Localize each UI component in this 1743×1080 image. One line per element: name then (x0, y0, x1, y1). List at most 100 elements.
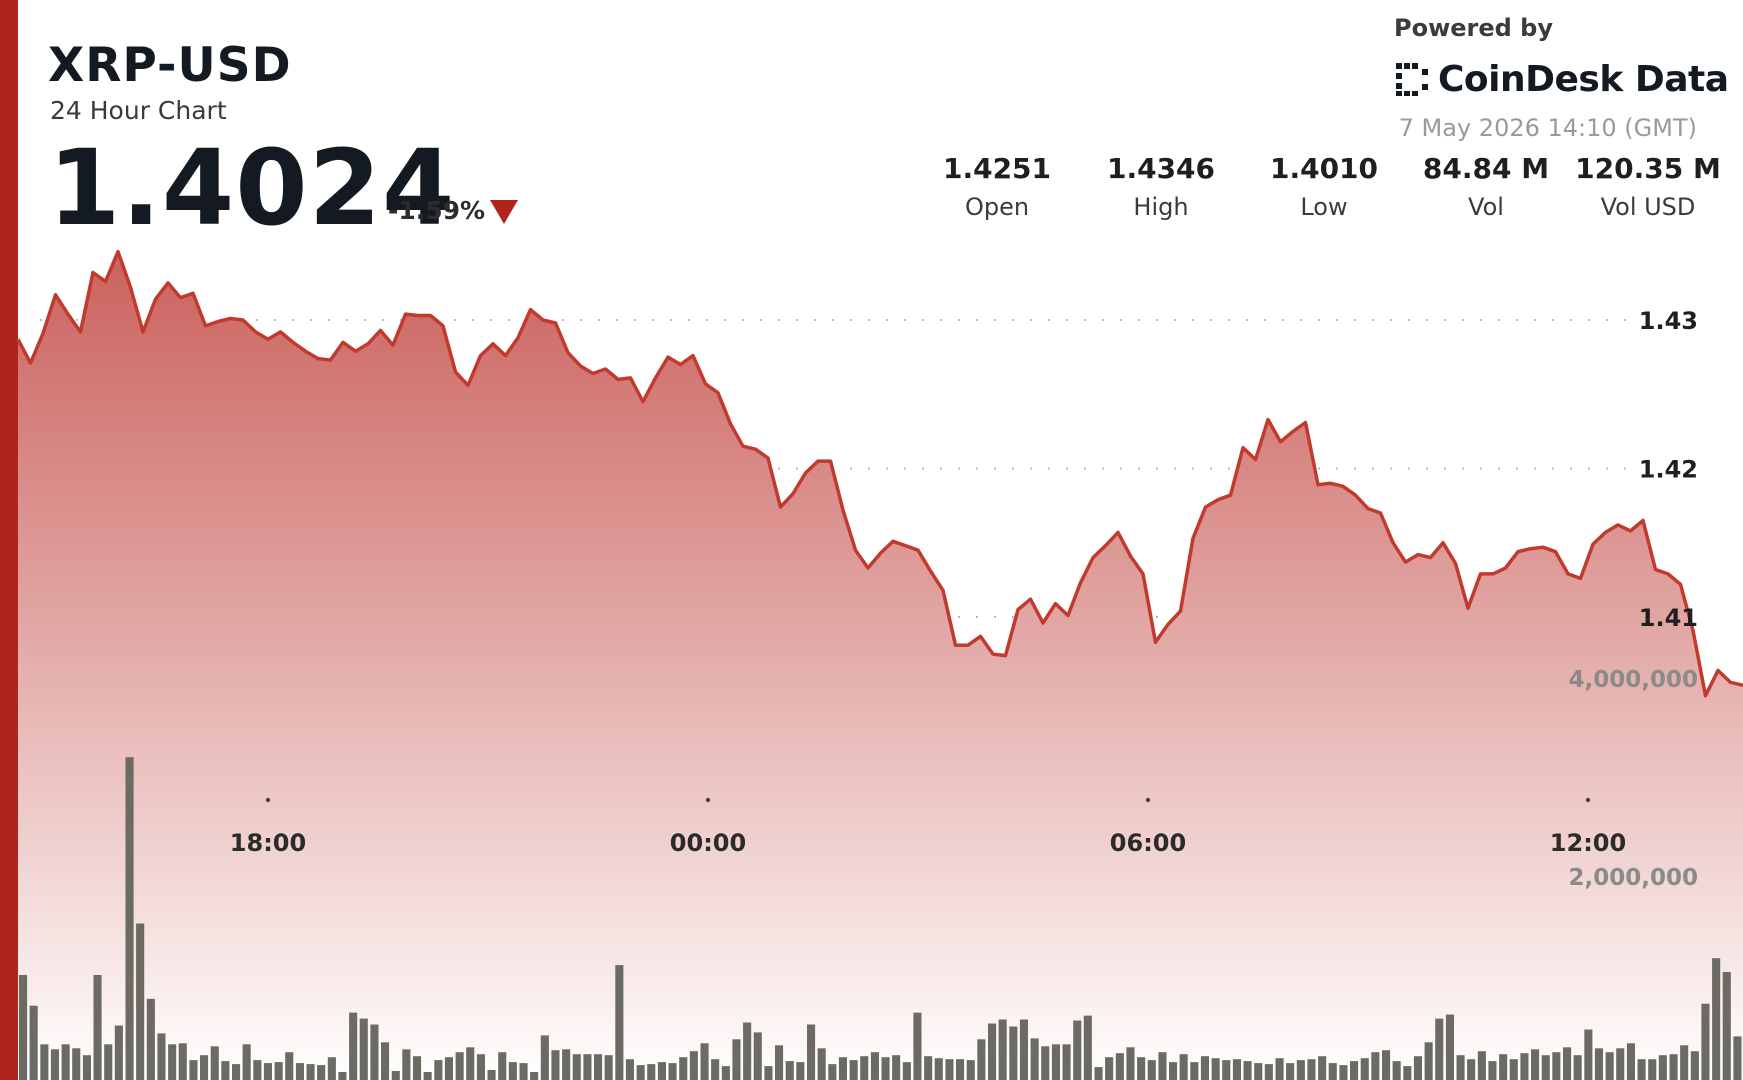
volume-bar (146, 998, 155, 1080)
symbol-title: XRP-USD (48, 38, 292, 93)
volume-bar (1573, 1055, 1582, 1080)
volume-bar (476, 1054, 485, 1080)
brand-name: CoinDesk Data (1438, 58, 1729, 100)
x-axis: 18:00 00:00 06:00 12:00 (230, 797, 1626, 857)
volume-bar (1115, 1053, 1124, 1080)
volume-bar (370, 1024, 379, 1080)
volume-bar (189, 1060, 198, 1080)
volume-bar (924, 1056, 933, 1080)
volume-bar (232, 1064, 241, 1080)
volume-bar (870, 1052, 879, 1080)
stat-value: 1.4010 (1269, 152, 1379, 185)
volume-bar (1382, 1050, 1391, 1080)
volume-bar (1403, 1066, 1412, 1080)
volume-bar (285, 1052, 294, 1080)
volume-bar (178, 1043, 187, 1080)
stat-label: High (1133, 193, 1189, 221)
volume-bar (1445, 1014, 1454, 1080)
volume-bar (1051, 1044, 1060, 1080)
volume-bar (711, 1059, 720, 1080)
volume-bar (1339, 1065, 1348, 1080)
volume-bar (1350, 1061, 1359, 1080)
volume-bar (157, 1033, 166, 1080)
volume-bar (1254, 1063, 1263, 1080)
volume-bar (1488, 1061, 1497, 1080)
volume-bar (934, 1058, 943, 1080)
volume-bar (998, 1019, 1007, 1080)
volume-bar (721, 1066, 730, 1080)
volume-bar (242, 1044, 251, 1080)
volume-bar (455, 1052, 464, 1080)
volume-bar (487, 1070, 496, 1080)
volume-bar (1286, 1063, 1295, 1080)
volume-bar (1658, 1055, 1667, 1080)
x-tick-label: 00:00 (670, 829, 746, 857)
volume-bar (796, 1062, 805, 1080)
volume-bar (892, 1055, 901, 1080)
volume-bar (1392, 1061, 1401, 1080)
volume-bar (1648, 1059, 1657, 1080)
timestamp: 7 May 2026 14:10 (GMT) (1398, 114, 1697, 142)
volume-bar (817, 1048, 826, 1080)
volume-bar (1637, 1059, 1646, 1080)
volume-bar (977, 1039, 986, 1080)
stat-value: 1.4346 (1106, 152, 1216, 185)
stat-label: Open (964, 193, 1030, 221)
volume-bar (679, 1057, 688, 1080)
volume-bar (444, 1057, 453, 1080)
stat-value: 1.4251 (942, 152, 1052, 185)
volume-bar (1296, 1060, 1305, 1080)
volume-bar (1722, 972, 1731, 1080)
volume-bar (82, 1055, 91, 1080)
volume-bar (434, 1060, 443, 1080)
volume-bar (530, 1072, 539, 1080)
volume-bar (1424, 1042, 1433, 1080)
volume-bar (1009, 1026, 1018, 1080)
price-line (16, 249, 1743, 698)
volume-bar (1690, 1051, 1699, 1080)
volume-bar (753, 1032, 762, 1080)
volume-bar (306, 1064, 315, 1080)
volume-bar (1626, 1043, 1635, 1080)
volume-bar (1520, 1053, 1529, 1080)
x-tick-mark (705, 797, 711, 803)
volume-bar (1222, 1060, 1231, 1080)
volume-bar (1360, 1058, 1369, 1080)
volume-bar (902, 1062, 911, 1080)
volume-bar (221, 1061, 230, 1080)
volume-bar (636, 1065, 645, 1080)
volume-bar (1094, 1067, 1103, 1080)
volume-bar (1605, 1052, 1614, 1080)
volume-bar (1456, 1055, 1465, 1080)
stat-open: 1.4251 Open (922, 152, 1072, 221)
volume-bar (1073, 1020, 1082, 1080)
volume-bar (1264, 1064, 1273, 1080)
volume-bar (956, 1059, 965, 1080)
volume-bar (274, 1062, 283, 1080)
volume-bar (29, 1005, 38, 1080)
volume-bar (1062, 1044, 1071, 1080)
volume-bar (498, 1052, 507, 1080)
y-tick-label: 1.42 (1639, 456, 1698, 484)
x-tick-mark (1585, 797, 1591, 803)
volume-bar (1275, 1058, 1284, 1080)
volume-bar (402, 1049, 411, 1080)
volume-bar (1126, 1047, 1135, 1080)
current-price: 1.4024 (48, 127, 456, 249)
volume-bar (466, 1047, 475, 1080)
volume-bar (604, 1055, 613, 1080)
price-change: -1.59% (388, 196, 486, 225)
volume-bar (1541, 1055, 1550, 1080)
volume-bar (50, 1049, 59, 1080)
volume-bar (423, 1072, 432, 1080)
volume-bar (966, 1060, 975, 1080)
volume-bar (1563, 1047, 1572, 1080)
volume-bar (1584, 1029, 1593, 1080)
brand-logo: CoinDesk Data (1394, 56, 1729, 102)
volume-bar (19, 975, 28, 1080)
volume-bar (1477, 1051, 1486, 1080)
volume-bar (572, 1054, 581, 1080)
volume-bar (860, 1056, 869, 1080)
volume-bar (317, 1065, 326, 1080)
volume-bar (1105, 1057, 1114, 1080)
